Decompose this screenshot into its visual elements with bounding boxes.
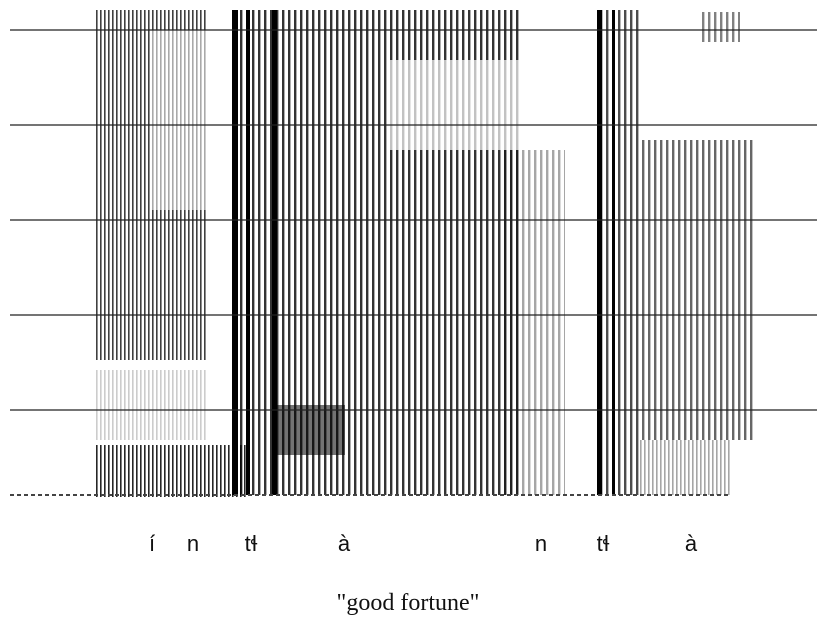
dark-spot — [275, 405, 345, 455]
gap — [390, 60, 520, 150]
burst — [597, 10, 602, 495]
gap — [150, 30, 210, 210]
segment-label: à — [338, 531, 351, 556]
formant-region — [500, 150, 565, 495]
formant-region — [700, 12, 740, 42]
spectrogram — [10, 10, 755, 497]
frequency-lines — [10, 29, 817, 411]
burst — [612, 10, 615, 495]
segment-label: à — [685, 531, 698, 556]
segment-label: n — [187, 531, 199, 556]
segment-label: n — [535, 531, 547, 556]
formant-region — [597, 10, 642, 495]
segment-label: tɬ — [245, 531, 258, 556]
formant-region — [640, 140, 755, 440]
burst — [272, 10, 277, 495]
burst — [232, 10, 238, 495]
burst — [246, 10, 250, 495]
formant-region — [640, 440, 730, 495]
segment-label: tɬ — [597, 531, 610, 556]
formant-region — [96, 445, 246, 497]
segment-labels: í n tɬ à n tɬ à — [149, 531, 698, 556]
formant-region — [96, 370, 206, 440]
caption: "good fortune" — [337, 590, 480, 616]
segment-label: í — [149, 531, 155, 556]
